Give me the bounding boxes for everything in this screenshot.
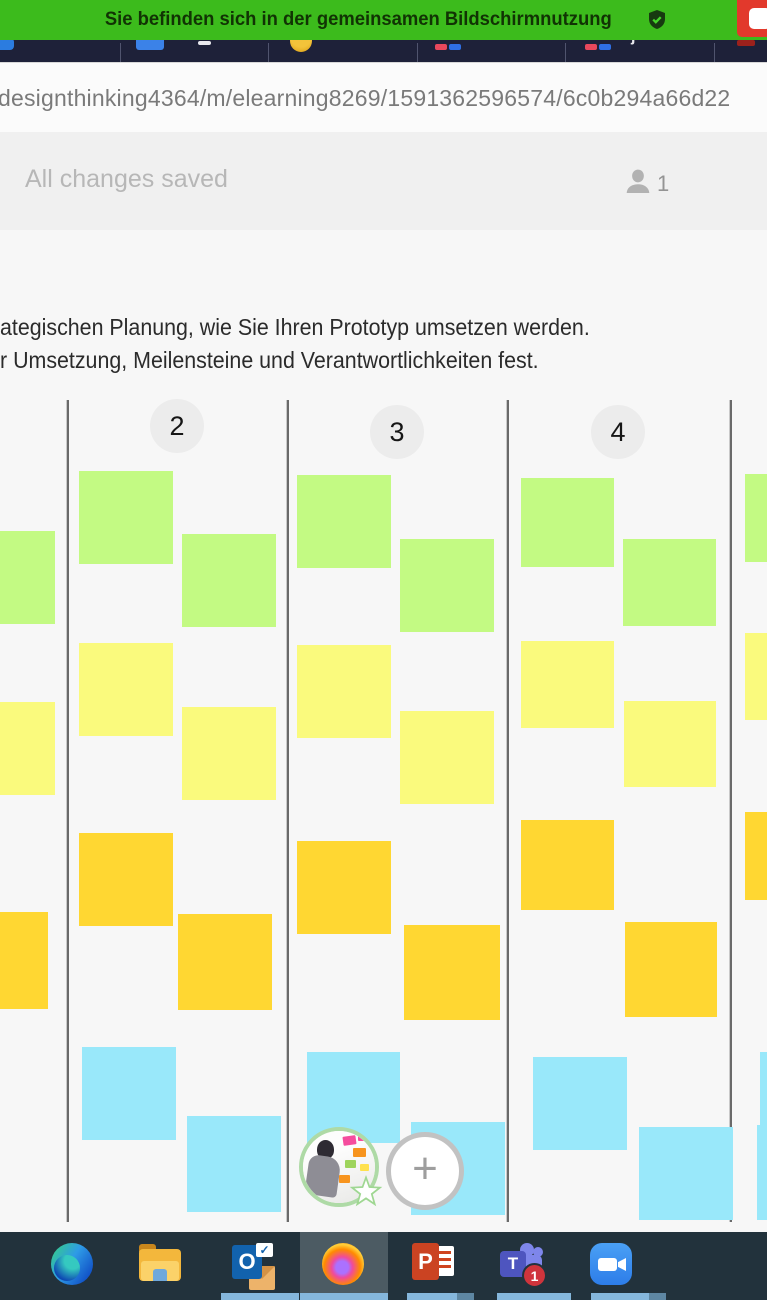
sticky-note-green[interactable] [79,471,173,564]
tab-favicon-darkred-icon [737,40,755,46]
sticky-note-amber[interactable] [178,914,272,1010]
browser-tab-strip[interactable]: j [0,40,767,62]
sticky-note-blue[interactable] [187,1116,281,1212]
running-indicator [457,1293,474,1300]
sticky-note-amber[interactable] [745,812,767,900]
tab-separator [565,43,566,62]
sticky-note-amber[interactable] [404,925,500,1020]
tab-favicon-red-icon [435,44,447,50]
sticky-note-green[interactable] [745,474,767,562]
tab-favicon-blue-icon [0,40,14,50]
tab-separator [120,43,121,62]
sticky-note-yellow[interactable] [0,702,55,795]
tab-separator [268,43,269,62]
column-number-badge: 4 [591,405,645,459]
sticky-note-yellow[interactable] [79,643,173,736]
edge-icon[interactable] [51,1243,93,1285]
running-indicator [407,1293,457,1300]
sticky-note-amber[interactable] [79,833,173,926]
tab-separator [714,43,715,62]
tab-favicon-dash-icon [198,41,211,45]
column-divider [507,400,509,1222]
running-indicator [591,1293,649,1300]
sticky-note-green[interactable] [521,478,614,567]
file-explorer-icon[interactable] [139,1243,181,1285]
sticky-note-amber[interactable] [297,841,391,934]
participant-icon [622,162,654,205]
tab-favicon-blue-icon [449,44,461,50]
tab-favicon-blue-icon [599,44,611,50]
running-indicator [300,1293,388,1300]
screen-share-banner: Sie befinden sich in der gemeinsamen Bil… [0,0,767,40]
screen-share-banner-text: Sie befinden sich in der gemeinsamen Bil… [105,9,612,30]
sticky-note-yellow[interactable] [624,701,716,787]
column-divider [730,400,732,1222]
plus-icon: + [412,1144,438,1193]
participants-indicator[interactable]: 1 [622,162,669,205]
sticky-note-yellow[interactable] [521,641,614,728]
instruction-line-2: r Umsetzung, Meilensteine und Verantwort… [0,347,539,373]
sticky-note-green[interactable] [0,531,55,624]
facilitator-avatar[interactable] [299,1127,383,1207]
powerpoint-icon[interactable]: P [412,1243,454,1285]
sticky-note-yellow[interactable] [182,707,276,800]
running-indicator [497,1293,571,1300]
windows-taskbar: O ✓ P T 1 [0,1232,767,1300]
sticky-note-amber[interactable] [0,912,48,1009]
column-number-badge: 3 [370,405,424,459]
app-toolbar: All changes saved 1 [0,132,767,345]
stop-share-button[interactable] [737,0,767,37]
teams-notification-badge: 1 [522,1263,547,1288]
participant-count: 1 [657,170,670,196]
stop-share-icon [749,8,767,29]
add-note-button[interactable]: + [386,1132,464,1210]
firefox-icon[interactable] [322,1243,364,1285]
sticky-note-blue[interactable] [533,1057,627,1150]
url-bar[interactable]: designthinking4364/m/elearning8269/15913… [0,62,767,134]
column-divider [287,400,289,1222]
sticky-note-blue[interactable] [82,1047,176,1140]
sticky-note-yellow[interactable] [400,711,494,804]
sticky-note-amber[interactable] [625,922,717,1017]
sticky-note-green[interactable] [623,539,716,626]
sticky-note-blue[interactable] [639,1127,733,1220]
sticky-note-green[interactable] [400,539,494,632]
column-divider [67,400,69,1222]
shield-check-icon [644,8,670,32]
column-number-badge: 2 [150,399,204,453]
url-text: designthinking4364/m/elearning8269/15913… [0,84,731,111]
tab-favicon-red-icon [585,44,597,50]
teams-icon[interactable]: T 1 [500,1243,547,1288]
sticky-note-green[interactable] [182,534,276,627]
tab-favicon-blue-icon [136,40,164,50]
running-indicator [221,1293,299,1300]
tab-separator [417,43,418,62]
sticky-note-yellow[interactable] [745,633,767,720]
sticky-note-yellow[interactable] [297,645,391,738]
instruction-line-1: ategischen Planung, wie Sie Ihren Protot… [0,314,590,340]
outlook-icon[interactable]: O ✓ [232,1243,275,1290]
running-indicator [649,1293,666,1300]
zoom-icon[interactable] [590,1243,632,1285]
sticky-note-blue[interactable] [307,1052,400,1143]
sticky-note-green[interactable] [297,475,391,568]
sticky-note-amber[interactable] [521,820,614,910]
sticky-note-blue[interactable] [760,1052,767,1147]
tab-favicon-gold-circle-icon [290,40,312,52]
save-status-text: All changes saved [25,165,228,193]
sticky-note-blue[interactable] [757,1125,767,1220]
tab-title-fragment: j [631,40,635,46]
